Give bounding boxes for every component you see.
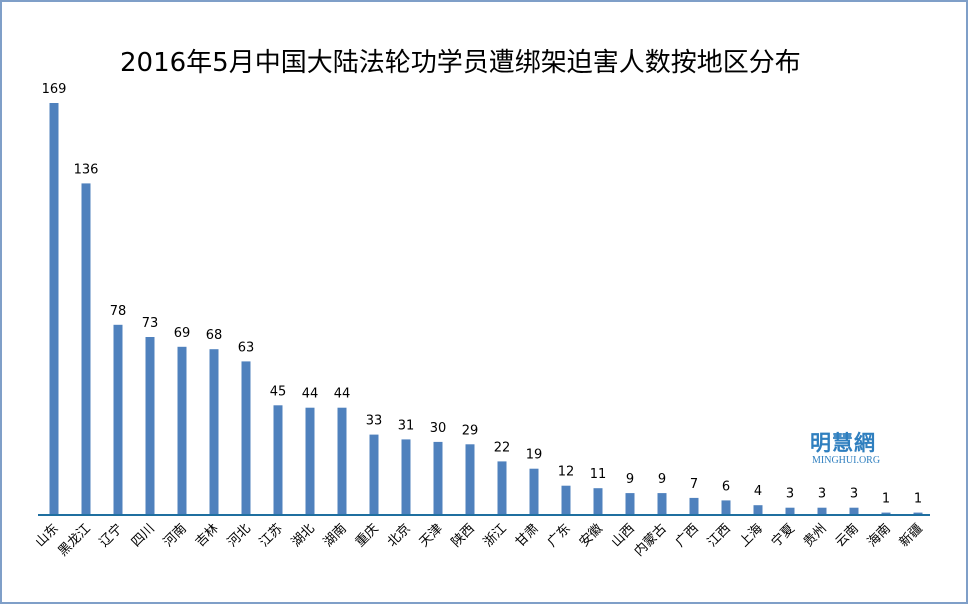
bar-云南 xyxy=(849,507,859,515)
x-tick-label: 贵州 xyxy=(801,521,830,550)
bar-天津 xyxy=(433,441,443,515)
data-label: 3 xyxy=(818,487,826,502)
data-label: 29 xyxy=(462,423,479,438)
data-label: 19 xyxy=(526,448,543,463)
bar-河北 xyxy=(241,361,251,515)
data-label: 3 xyxy=(786,487,794,502)
data-label: 1 xyxy=(914,492,922,507)
x-tick-label: 新疆 xyxy=(896,521,926,551)
bar-贵州 xyxy=(817,507,827,515)
data-label: 11 xyxy=(590,467,607,482)
bar-江西 xyxy=(721,500,731,515)
watermark-en: MINGHUI.ORG xyxy=(812,455,881,466)
data-label: 33 xyxy=(366,414,383,429)
x-tick-label: 海南 xyxy=(864,521,894,551)
bar-上海 xyxy=(753,505,763,515)
x-tick-label: 江西 xyxy=(705,521,734,550)
watermark-cn: 明慧網 xyxy=(810,430,876,455)
minghui-watermark: 明慧網 MINGHUI.ORG xyxy=(810,427,950,466)
x-tick-label: 黑龙江 xyxy=(56,521,94,559)
x-tick-label: 江苏 xyxy=(256,521,286,551)
x-tick-label: 安徽 xyxy=(577,521,606,550)
data-label: 63 xyxy=(238,340,255,355)
data-label: 78 xyxy=(110,304,127,319)
data-label: 136 xyxy=(74,162,99,177)
data-label: 22 xyxy=(494,440,511,455)
x-tick-label: 河北 xyxy=(225,521,254,550)
x-tick-label: 陕西 xyxy=(449,521,478,550)
x-tick-label: 浙江 xyxy=(481,521,510,550)
data-label: 6 xyxy=(722,479,730,494)
x-tick-label: 辽宁 xyxy=(96,521,126,551)
bar-安徽 xyxy=(593,488,603,515)
x-tick-label: 湖南 xyxy=(320,521,350,551)
bar-吉林 xyxy=(209,349,219,515)
x-tick-label: 四川 xyxy=(129,521,158,550)
x-tick-label: 河南 xyxy=(160,521,190,551)
bar-新疆 xyxy=(913,512,923,515)
x-tick-label: 广西 xyxy=(673,521,702,550)
data-label: 169 xyxy=(42,82,67,97)
bar-浙江 xyxy=(497,461,507,515)
x-tick-label: 广东 xyxy=(545,521,574,550)
bar-黑龙江 xyxy=(81,183,91,515)
bar-重庆 xyxy=(369,434,379,515)
bar-湖南 xyxy=(337,407,347,515)
data-label: 30 xyxy=(430,421,447,436)
bar-山西 xyxy=(625,493,635,515)
data-label: 1 xyxy=(882,492,890,507)
x-tick-label: 宁夏 xyxy=(768,521,798,551)
chart-title: 2016年5月中国大陆法轮功学员遭绑架迫害人数按地区分布 xyxy=(120,48,801,78)
bar-海南 xyxy=(881,512,891,515)
x-tick-label: 上海 xyxy=(737,521,766,550)
bar-北京 xyxy=(401,439,411,515)
bar-河南 xyxy=(177,346,187,515)
bar-江苏 xyxy=(273,405,283,515)
data-label: 44 xyxy=(334,387,351,402)
x-tick-label: 吉林 xyxy=(193,521,222,550)
data-label: 31 xyxy=(398,418,415,433)
bar-甘肃 xyxy=(529,468,539,515)
bar-内蒙古 xyxy=(657,493,667,515)
x-tick-label: 云南 xyxy=(832,521,862,551)
data-label: 12 xyxy=(558,465,575,480)
data-label: 44 xyxy=(302,387,319,402)
bar-湖北 xyxy=(305,407,315,515)
bar-陕西 xyxy=(465,444,475,515)
x-tick-label: 湖北 xyxy=(289,521,318,550)
bar-山东 xyxy=(49,103,59,515)
data-label: 68 xyxy=(206,328,223,343)
x-tick-label: 重庆 xyxy=(352,521,382,551)
x-tick-label: 北京 xyxy=(385,521,414,550)
x-tick-label: 天津 xyxy=(417,521,446,550)
data-label: 3 xyxy=(850,487,858,502)
data-label: 73 xyxy=(142,316,159,331)
data-label: 4 xyxy=(754,484,762,499)
data-label: 69 xyxy=(174,326,191,341)
data-label: 45 xyxy=(270,384,287,399)
data-label: 9 xyxy=(658,472,666,487)
bar-辽宁 xyxy=(113,324,123,515)
bar-宁夏 xyxy=(785,507,795,515)
bar-广东 xyxy=(561,485,571,515)
x-tick-label: 内蒙古 xyxy=(631,521,670,560)
bar-四川 xyxy=(145,337,155,515)
data-label: 7 xyxy=(690,477,698,492)
data-label: 9 xyxy=(626,472,634,487)
x-tick-label: 甘肃 xyxy=(513,521,542,550)
bar-广西 xyxy=(689,497,699,515)
